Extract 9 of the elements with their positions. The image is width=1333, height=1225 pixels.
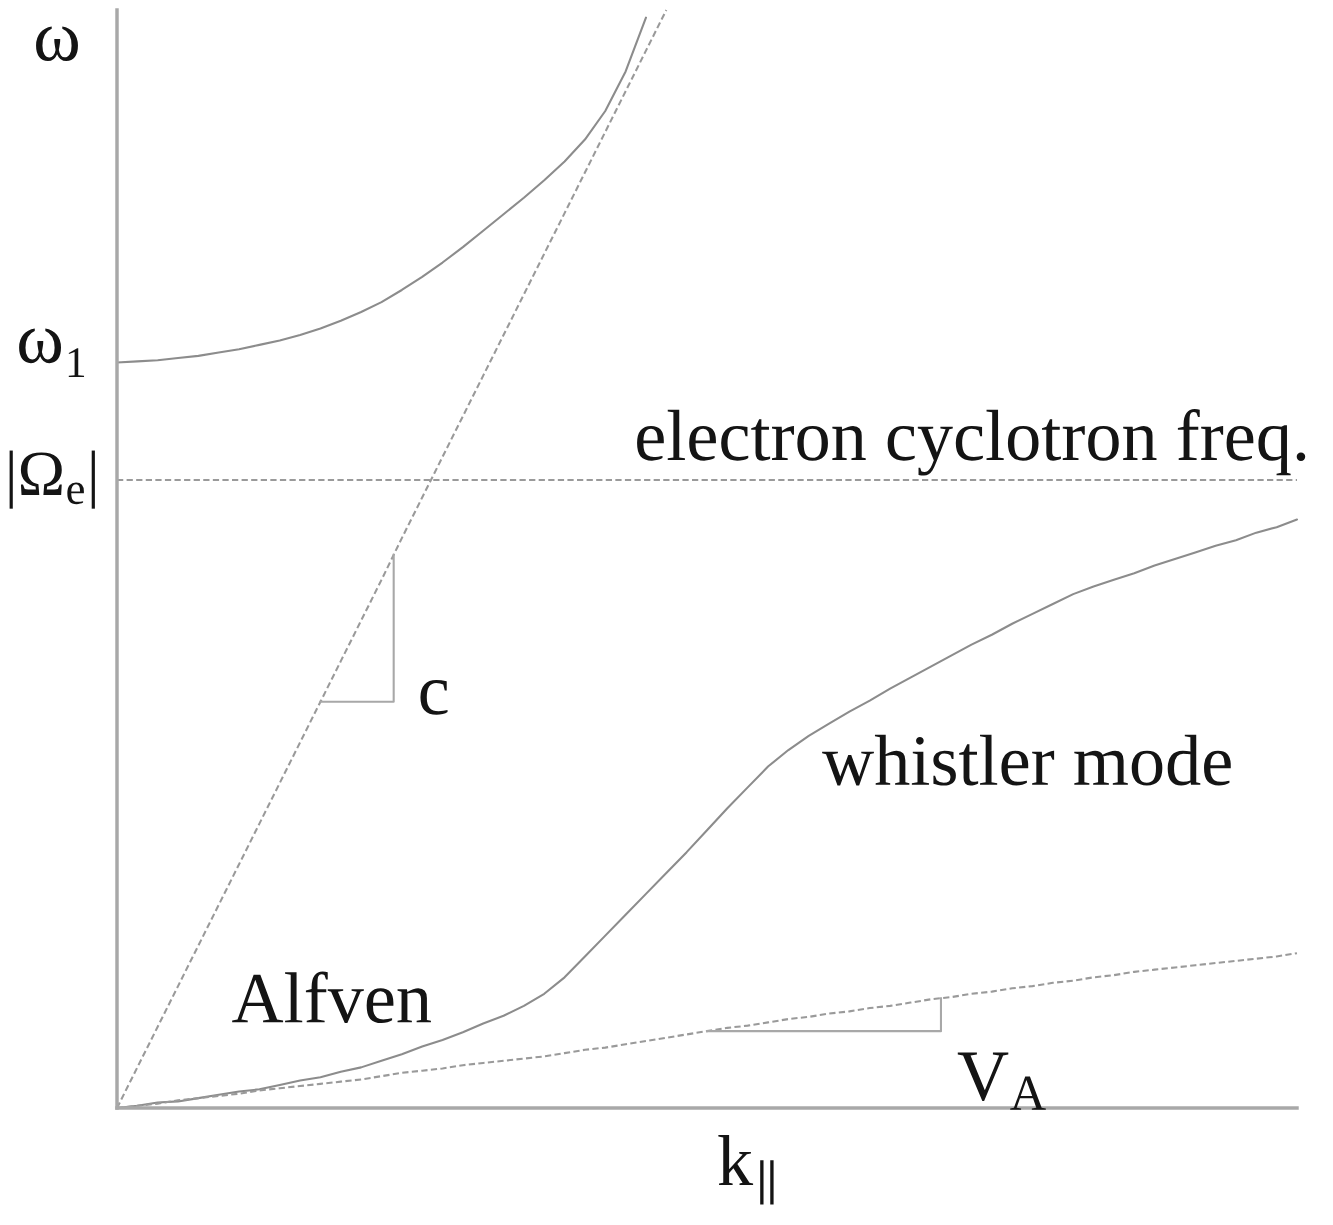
y-axis-title: ω: [36, 26, 78, 62]
ref-line-label: electron cyclotron freq.: [637, 409, 1306, 476]
text: |Ω$_{e}$|: [9, 450, 95, 509]
annotation: Alfven: [232, 971, 431, 1024]
annotation: c: [420, 680, 448, 715]
annotation: V$_{A}$: [957, 1052, 1046, 1110]
x-axis-title: k$_{∥}$: [718, 1135, 774, 1205]
text: ω₁: [19, 328, 85, 377]
series-label: whistler mode: [822, 734, 1231, 786]
